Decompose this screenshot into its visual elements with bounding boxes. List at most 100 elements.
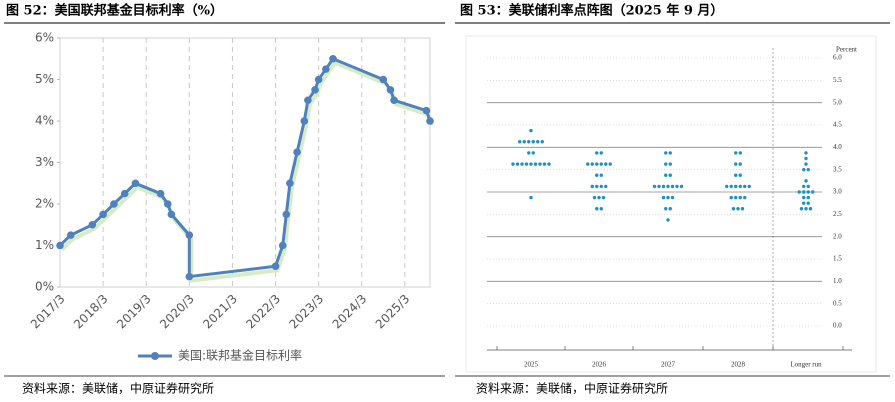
data-point [185,272,194,281]
dot [734,151,738,155]
dot [738,195,742,200]
dot [538,162,542,166]
source-note: 资料来源：美联储，中原证券研究所 [476,381,668,396]
dot [599,151,603,155]
y-tick-label: 5.5 [833,76,842,84]
dot [734,195,738,200]
dot [666,218,670,222]
x-tick-label: 2019/3 [114,292,154,332]
dot [740,207,745,211]
dot [599,184,603,189]
line-shadow [60,60,434,283]
dot [806,201,810,205]
dot [738,151,742,155]
plot-frame [465,35,877,373]
data-point [311,86,319,94]
dot [595,162,599,166]
dot [806,195,810,200]
dot [668,151,672,155]
source-note: 资料来源：美联储，中原证券研究所 [22,381,214,396]
dot [542,162,547,166]
dot [547,162,551,166]
dot [738,173,742,177]
dot [734,173,738,177]
data-point [293,148,301,156]
dot [599,207,603,211]
dot [725,184,729,189]
dot [531,151,535,155]
dot [729,184,733,189]
dot [529,128,533,133]
y-tick-label: 6.0 [833,54,842,62]
dot [736,207,740,211]
legend-marker [151,352,159,360]
dot [520,162,524,166]
dot [590,162,594,166]
y-tick-label: 4.0 [833,143,842,151]
y-tick-label: 1.5 [833,255,842,263]
dot [747,184,751,189]
dot [664,151,668,155]
data-point [386,86,395,94]
dot [666,184,670,189]
y-tick-label: 0.5 [833,299,842,307]
dot [802,190,806,194]
dot [743,195,747,200]
dot [586,162,590,166]
x-tick-label: 2027 [661,361,676,369]
dot [799,207,804,211]
dot [511,162,515,166]
data-point [167,210,176,219]
dot [804,179,808,183]
dot [524,162,529,166]
dot [802,184,806,189]
data-point [163,200,172,208]
dot [652,184,657,189]
x-tick-label: 2020/3 [157,292,197,332]
dot [527,140,531,144]
dot [804,162,808,166]
dot [804,151,808,155]
data-point [56,241,64,250]
data-point [422,106,431,115]
dot [670,195,675,200]
y-tick-label: 5% [35,72,54,86]
y-tick-label: 5.0 [833,98,842,106]
x-tick-label: 2025/3 [373,292,413,332]
dot [808,207,813,211]
dot [599,162,603,166]
dot [599,173,603,177]
y-tick-label: 1% [35,238,54,252]
dot [802,201,806,205]
dot [734,184,738,189]
data-point [271,262,280,271]
y-tick-label: 6% [35,31,54,45]
dot [522,140,526,144]
dot [536,140,540,144]
x-tick-label: 2022/3 [243,292,283,332]
data-point [278,241,287,250]
x-tick-label: 2028 [731,361,746,369]
chart-title: 图 53：美联储利率点阵图（2025 年 9 月） [460,3,723,19]
dot [518,140,522,144]
x-tick-label: 2026 [592,361,607,369]
data-point [99,210,107,219]
dot [811,190,815,194]
dot [661,195,666,200]
dot [806,190,810,194]
dot [529,162,533,166]
dot [670,184,675,189]
dot [531,140,535,144]
x-tick-label: 2018/3 [71,292,111,332]
data-point [426,117,434,125]
dot [675,184,679,189]
y-tick-label: 3.5 [833,165,842,173]
dot [608,162,612,166]
y-tick-label: 4.5 [833,121,842,129]
data-point [329,54,337,63]
x-tick-label: 2025 [524,361,539,369]
dot [529,195,533,200]
dot [597,195,601,200]
data-point [110,200,118,208]
